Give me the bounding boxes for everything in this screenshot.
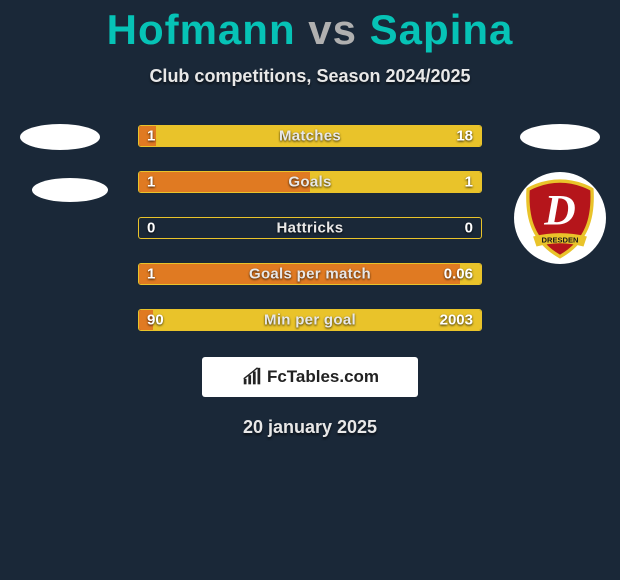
stat-value-left: 1 bbox=[147, 266, 155, 283]
bar-chart-icon bbox=[241, 366, 263, 388]
stat-fill-right bbox=[310, 172, 481, 192]
stat-rows: 1 18 Matches 1 1 Goals 0 0 Hattricks 1 0.06 Goals p… bbox=[138, 125, 482, 331]
stat-label: Goals per match bbox=[249, 266, 371, 283]
stat-label: Min per goal bbox=[264, 312, 356, 329]
stat-row: 0 0 Hattricks bbox=[138, 217, 482, 239]
stat-value-right: 2003 bbox=[440, 312, 473, 329]
shield-icon: D DRESDEN bbox=[518, 176, 602, 260]
stat-value-right: 1 bbox=[465, 174, 473, 191]
stat-row: 1 1 Goals bbox=[138, 171, 482, 193]
player1-badge-top bbox=[20, 124, 100, 150]
comparison-title: Hofmann vs Sapina bbox=[0, 0, 620, 54]
stat-value-right: 18 bbox=[456, 128, 473, 145]
stat-value-left: 1 bbox=[147, 128, 155, 145]
stat-fill-left bbox=[139, 172, 310, 192]
club-logo-letter: D bbox=[543, 187, 576, 235]
stat-value-right: 0.06 bbox=[444, 266, 473, 283]
stat-label: Hattricks bbox=[277, 220, 344, 237]
vs-separator: vs bbox=[308, 6, 357, 53]
player1-name: Hofmann bbox=[107, 6, 296, 53]
subtitle: Club competitions, Season 2024/2025 bbox=[0, 66, 620, 87]
stat-label: Matches bbox=[279, 128, 341, 145]
brand-pill: FcTables.com bbox=[202, 357, 418, 397]
club-logo: D DRESDEN bbox=[514, 172, 606, 264]
stat-value-left: 0 bbox=[147, 220, 155, 237]
stat-row: 90 2003 Min per goal bbox=[138, 309, 482, 331]
stat-label: Goals bbox=[288, 174, 331, 191]
stat-value-left: 1 bbox=[147, 174, 155, 191]
stat-value-right: 0 bbox=[465, 220, 473, 237]
player2-badge-top bbox=[520, 124, 600, 150]
brand-text: FcTables.com bbox=[267, 367, 379, 387]
stat-row: 1 18 Matches bbox=[138, 125, 482, 147]
stat-value-left: 90 bbox=[147, 312, 164, 329]
date: 20 january 2025 bbox=[0, 417, 620, 438]
stat-row: 1 0.06 Goals per match bbox=[138, 263, 482, 285]
club-logo-banner: DRESDEN bbox=[542, 235, 579, 244]
player2-name: Sapina bbox=[370, 6, 514, 53]
player1-badge-bottom bbox=[32, 178, 108, 202]
